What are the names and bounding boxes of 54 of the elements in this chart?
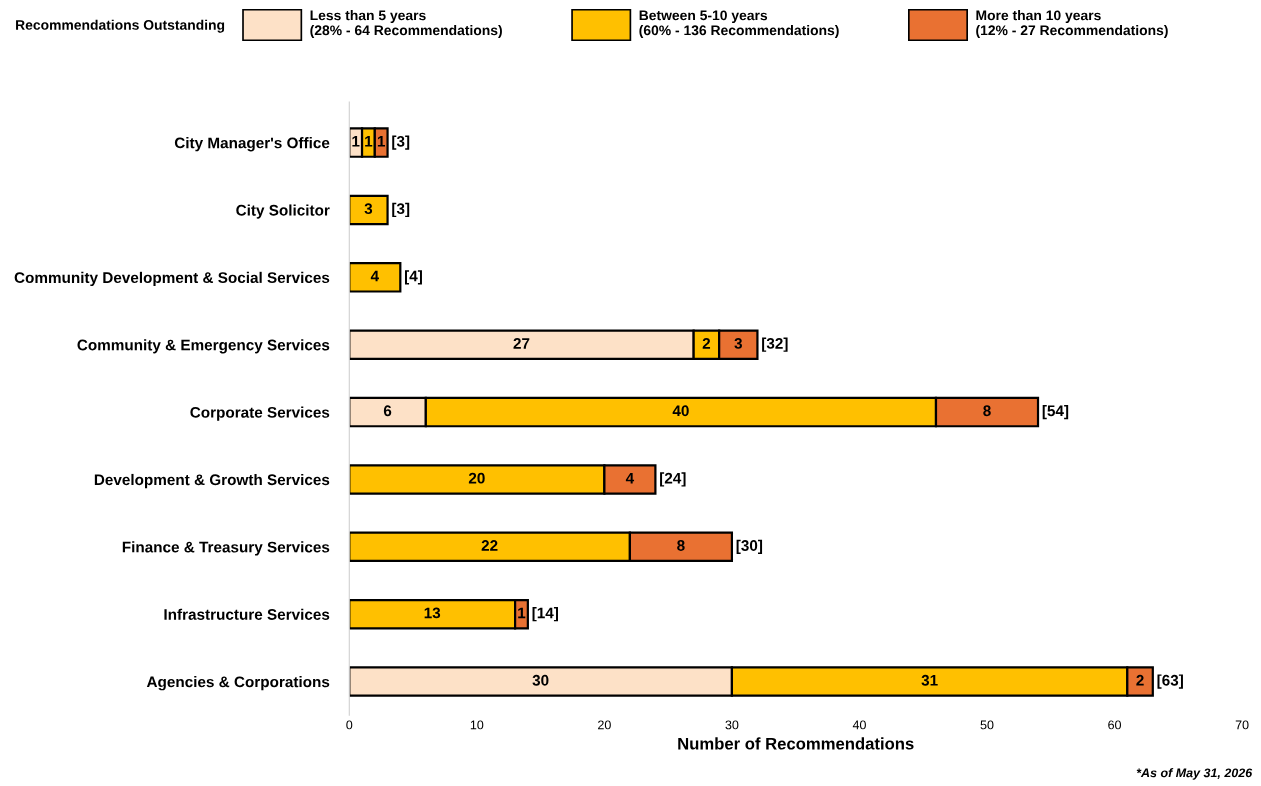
total-label: [24]: [660, 472, 686, 487]
total-label: [32]: [762, 337, 788, 352]
data-label: 1: [352, 136, 360, 147]
y-tick-label: Finance & Treasury Services: [122, 541, 330, 556]
legend-label: More than 10 years (12% - 27 Recommendations): [976, 10, 1168, 38]
y-tick-label: Corporate Services: [190, 406, 330, 421]
legend-title: Recommendations Outstanding: [16, 19, 225, 33]
data-label: 2: [702, 338, 711, 349]
x-tick-label: 60: [1108, 720, 1122, 730]
data-label: 40: [672, 405, 689, 417]
y-tick-label: Development & Growth Services: [94, 473, 330, 489]
data-label: 6: [383, 405, 392, 417]
y-tick-label: City Solicitor: [236, 204, 330, 219]
data-label: 4: [625, 472, 635, 484]
x-tick-label: 10: [470, 720, 484, 730]
data-label: 31: [921, 674, 938, 686]
total-label: [30]: [736, 539, 763, 554]
data-label: 27: [513, 338, 530, 349]
total-label: [54]: [1042, 404, 1069, 420]
data-label: 4: [370, 270, 379, 282]
data-label: 1: [377, 136, 386, 147]
y-tick-label: Community & Emergency Services: [77, 339, 330, 354]
x-tick-label: 0: [346, 720, 353, 730]
y-tick-label: Infrastructure Services: [164, 608, 330, 620]
data-label: 3: [734, 338, 742, 349]
data-label: 1: [365, 136, 373, 147]
data-label: 2: [1136, 674, 1144, 686]
legend-label: Between 5-10 years (60% - 136 Recommendations): [639, 10, 839, 38]
data-label: 30: [532, 674, 549, 686]
total-label: [3]: [392, 202, 410, 218]
y-tick-label: City Manager's Office: [174, 137, 330, 152]
bar: [349, 194, 389, 226]
data-label: 13: [424, 607, 441, 619]
text: *As of May 31, 2026: [1136, 768, 1253, 780]
data-label: 22: [481, 540, 498, 551]
data-label: 3: [364, 203, 373, 215]
x-axis-title: Number of Recommendations: [678, 737, 914, 750]
x-tick-label: 50: [980, 720, 994, 730]
x-tick-label: 70: [1235, 720, 1249, 730]
data-label: 1: [518, 607, 526, 619]
x-tick-label: 30: [725, 720, 739, 730]
total-label: [14]: [532, 607, 558, 622]
y-tick-label: Community Development & Social Services: [14, 271, 330, 287]
data-label: 8: [983, 405, 991, 417]
x-tick-label: 20: [598, 720, 611, 730]
data-label: 20: [468, 472, 485, 484]
data-label: 8: [677, 540, 685, 551]
x-tick-label: 40: [852, 720, 866, 730]
total-label: [4]: [405, 270, 422, 285]
bar: [349, 262, 402, 293]
legend-label: Less than 5 years (28% - 64 Recommendations): [310, 10, 502, 38]
total-label: [63]: [1157, 674, 1183, 689]
y-tick-label: Agencies & Corporations: [146, 676, 330, 691]
total-label: [3]: [392, 135, 410, 150]
